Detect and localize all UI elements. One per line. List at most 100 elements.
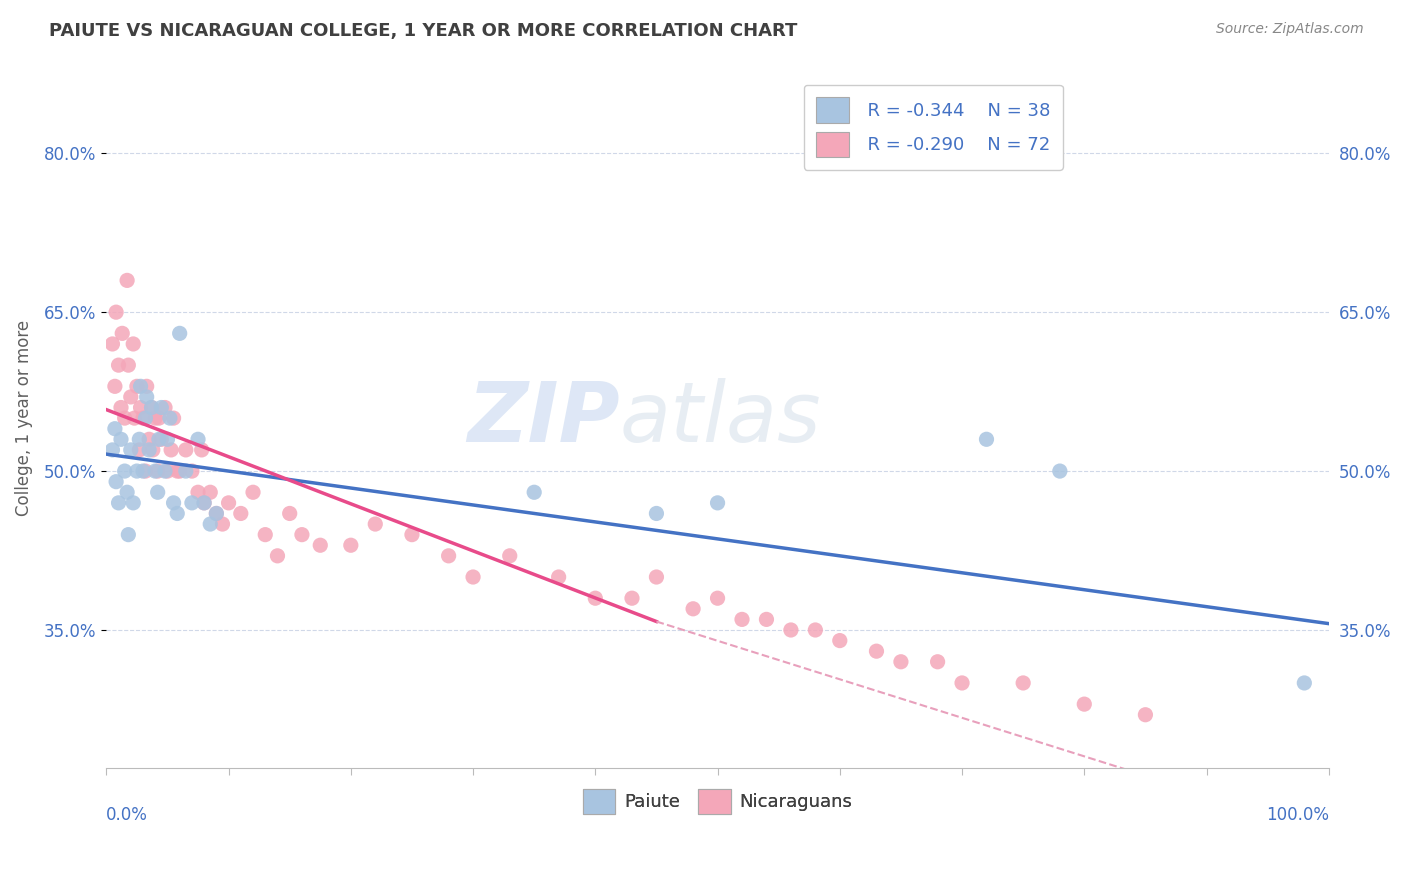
Point	[1049, 464, 1071, 478]
Point	[150, 432, 173, 446]
Point	[141, 401, 163, 415]
Point	[205, 507, 228, 521]
Point	[122, 337, 145, 351]
Point	[156, 432, 179, 446]
Text: Source: ZipAtlas.com: Source: ZipAtlas.com	[1216, 22, 1364, 37]
Point	[148, 432, 170, 446]
Legend: Paiute, Nicaraguans: Paiute, Nicaraguans	[575, 781, 859, 822]
Point	[437, 549, 460, 563]
Point	[1073, 697, 1095, 711]
Point	[229, 507, 252, 521]
Point	[291, 527, 314, 541]
Point	[142, 442, 165, 457]
Point	[218, 496, 240, 510]
Point	[153, 464, 176, 478]
Point	[105, 475, 128, 489]
Point	[174, 442, 197, 457]
Point	[1012, 676, 1035, 690]
Point	[101, 442, 124, 457]
Text: ZIP: ZIP	[467, 377, 620, 458]
Point	[135, 390, 157, 404]
Point	[129, 401, 152, 415]
Point	[193, 496, 215, 510]
Point	[547, 570, 569, 584]
Point	[125, 379, 148, 393]
Point	[865, 644, 887, 658]
Point	[120, 442, 142, 457]
Point	[169, 464, 191, 478]
Point	[143, 411, 166, 425]
Point	[193, 496, 215, 510]
Point	[105, 305, 128, 319]
Point	[755, 612, 778, 626]
Y-axis label: College, 1 year or more: College, 1 year or more	[15, 320, 32, 516]
Point	[120, 390, 142, 404]
Point	[828, 633, 851, 648]
Point	[180, 464, 202, 478]
Point	[1135, 707, 1157, 722]
Point	[187, 485, 209, 500]
Point	[107, 496, 129, 510]
Point	[180, 496, 202, 510]
Point	[159, 411, 181, 425]
Point	[101, 337, 124, 351]
Point	[117, 527, 139, 541]
Point	[1294, 676, 1316, 690]
Point	[129, 379, 152, 393]
Point	[266, 549, 288, 563]
Point	[927, 655, 949, 669]
Point	[174, 464, 197, 478]
Point	[146, 464, 169, 478]
Point	[682, 602, 704, 616]
Point	[162, 496, 184, 510]
Point	[499, 549, 522, 563]
Point	[115, 485, 138, 500]
Point	[804, 623, 827, 637]
Point	[153, 401, 176, 415]
Point	[200, 516, 222, 531]
Point	[104, 422, 127, 436]
Point	[950, 676, 973, 690]
Point	[134, 411, 156, 425]
Point	[731, 612, 754, 626]
Point	[160, 442, 183, 457]
Point	[523, 485, 546, 500]
Point	[117, 358, 139, 372]
Point	[309, 538, 332, 552]
Point	[583, 591, 606, 606]
Point	[111, 326, 134, 341]
Point	[200, 485, 222, 500]
Text: 100.0%: 100.0%	[1265, 806, 1329, 824]
Point	[114, 411, 136, 425]
Point	[187, 432, 209, 446]
Point	[128, 442, 150, 457]
Point	[242, 485, 264, 500]
Point	[211, 516, 233, 531]
Point	[125, 464, 148, 478]
Point	[645, 570, 668, 584]
Text: PAIUTE VS NICARAGUAN COLLEGE, 1 YEAR OR MORE CORRELATION CHART: PAIUTE VS NICARAGUAN COLLEGE, 1 YEAR OR …	[49, 22, 797, 40]
Point	[122, 496, 145, 510]
Point	[166, 464, 188, 478]
Point	[190, 442, 212, 457]
Point	[340, 538, 363, 552]
Point	[706, 496, 728, 510]
Point	[148, 411, 170, 425]
Point	[620, 591, 643, 606]
Point	[976, 432, 998, 446]
Point	[115, 273, 138, 287]
Point	[132, 411, 155, 425]
Point	[114, 464, 136, 478]
Point	[780, 623, 803, 637]
Point	[278, 507, 301, 521]
Point	[107, 358, 129, 372]
Point	[124, 411, 146, 425]
Text: 0.0%: 0.0%	[107, 806, 148, 824]
Point	[110, 432, 132, 446]
Point	[162, 411, 184, 425]
Point	[401, 527, 423, 541]
Point	[135, 379, 157, 393]
Point	[890, 655, 912, 669]
Point	[138, 442, 160, 457]
Point	[128, 432, 150, 446]
